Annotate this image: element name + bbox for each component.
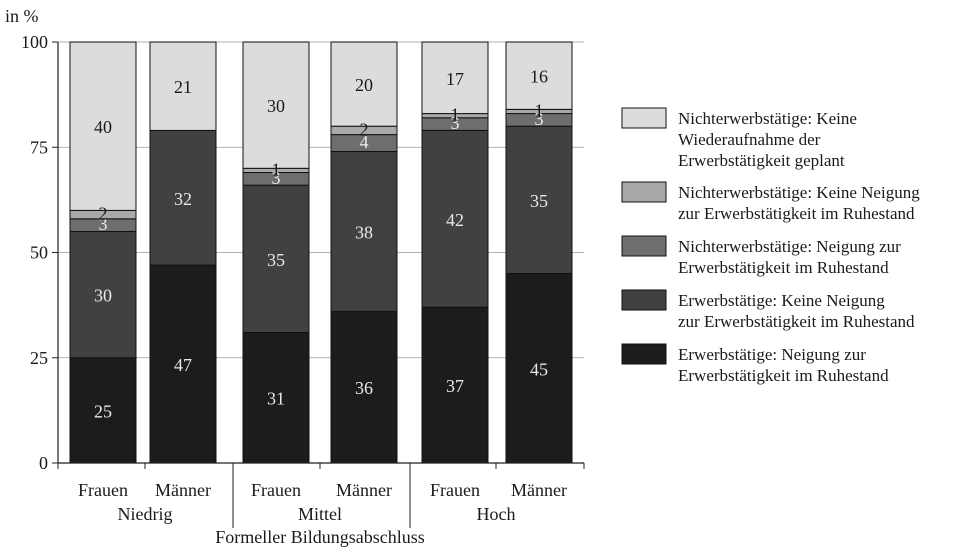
data-label: 42	[446, 210, 464, 230]
data-label: 38	[355, 222, 373, 242]
group-label: Niedrig	[118, 504, 173, 524]
y-tick-label: 50	[30, 243, 48, 263]
bar-segment	[69, 230, 137, 359]
data-label: 25	[94, 401, 112, 421]
data-label: 3	[272, 168, 281, 188]
bar-segment	[242, 184, 310, 333]
data-label: 35	[530, 191, 548, 211]
legend-label: Erwerbstätige: Keine Neigung	[678, 291, 885, 310]
bar-segment	[149, 129, 217, 266]
data-label: 35	[267, 250, 285, 270]
x-tick-label: Männer	[336, 480, 392, 500]
legend-label: Erwerbstätigkeit im Ruhestand	[678, 366, 889, 385]
data-label: 1	[535, 100, 544, 120]
data-label: 16	[530, 67, 548, 87]
data-label: 2	[360, 119, 369, 139]
legend-label: Erwerbstätigkeit im Ruhestand	[678, 258, 889, 277]
data-label: 30	[94, 286, 112, 306]
legend-label: Nichterwerbstätige: Neigung zur	[678, 237, 901, 256]
bar-segment	[421, 41, 489, 115]
bar-segment	[242, 331, 310, 464]
y-tick-label: 75	[30, 137, 48, 157]
data-label: 31	[267, 389, 285, 409]
legend-swatch	[621, 343, 667, 365]
data-label: 3	[99, 214, 108, 234]
bar-segment	[69, 41, 137, 211]
legend-swatch	[621, 289, 667, 311]
data-label: 3	[535, 109, 544, 129]
legend-label: Nichterwerbstätige: Keine	[678, 109, 857, 128]
bar-segment	[330, 150, 398, 312]
data-label: 2	[99, 204, 108, 224]
bar-segment	[421, 306, 489, 464]
y-tick-label: 100	[21, 32, 48, 52]
bar-segment	[505, 273, 573, 464]
bar-segment	[69, 357, 137, 464]
bar-segment	[149, 264, 217, 464]
group-label: Hoch	[477, 504, 516, 524]
x-tick-label: Frauen	[251, 480, 301, 500]
bar-segment	[330, 310, 398, 464]
data-label: 47	[174, 355, 192, 375]
data-label: 4	[360, 132, 369, 152]
bar-segment	[149, 41, 217, 131]
data-label: 17	[446, 69, 464, 89]
x-tick-label: Männer	[155, 480, 211, 500]
y-unit-label: in %	[5, 6, 39, 26]
legend-label: Erwerbstätigkeit geplant	[678, 151, 845, 170]
data-label: 45	[530, 359, 548, 379]
legend-label: Nichterwerbstätige: Keine Neigung	[678, 183, 920, 202]
legend-swatch	[621, 181, 667, 203]
legend-swatch	[621, 107, 667, 129]
legend-label: Wiederaufnahme der	[678, 130, 821, 149]
x-tick-label: Frauen	[78, 480, 128, 500]
data-label: 36	[355, 378, 373, 398]
legend-label: zur Erwerbstätigkeit im Ruhestand	[678, 204, 915, 223]
bar-segment	[505, 41, 573, 110]
bar-segment	[330, 41, 398, 127]
x-tick-label: Männer	[511, 480, 567, 500]
data-label: 3	[451, 113, 460, 133]
legend-label: Erwerbstätige: Neigung zur	[678, 345, 866, 364]
x-tick-label: Frauen	[430, 480, 480, 500]
x-axis-title: Formeller Bildungsabschluss	[215, 527, 425, 547]
legend-label: zur Erwerbstätigkeit im Ruhestand	[678, 312, 915, 331]
data-label: 21	[174, 77, 192, 97]
group-label: Mittel	[298, 504, 342, 524]
y-tick-label: 25	[30, 348, 48, 368]
data-label: 40	[94, 117, 112, 137]
bar-segment	[505, 125, 573, 275]
data-label: 32	[174, 189, 192, 209]
data-label: 1	[272, 159, 281, 179]
legend-swatch	[621, 235, 667, 257]
y-tick-label: 0	[39, 453, 48, 473]
data-label: 20	[355, 75, 373, 95]
bar-segment	[242, 41, 310, 169]
data-label: 30	[267, 96, 285, 116]
bar-segment	[421, 129, 489, 308]
data-label: 37	[446, 376, 464, 396]
data-label: 1	[451, 105, 460, 125]
